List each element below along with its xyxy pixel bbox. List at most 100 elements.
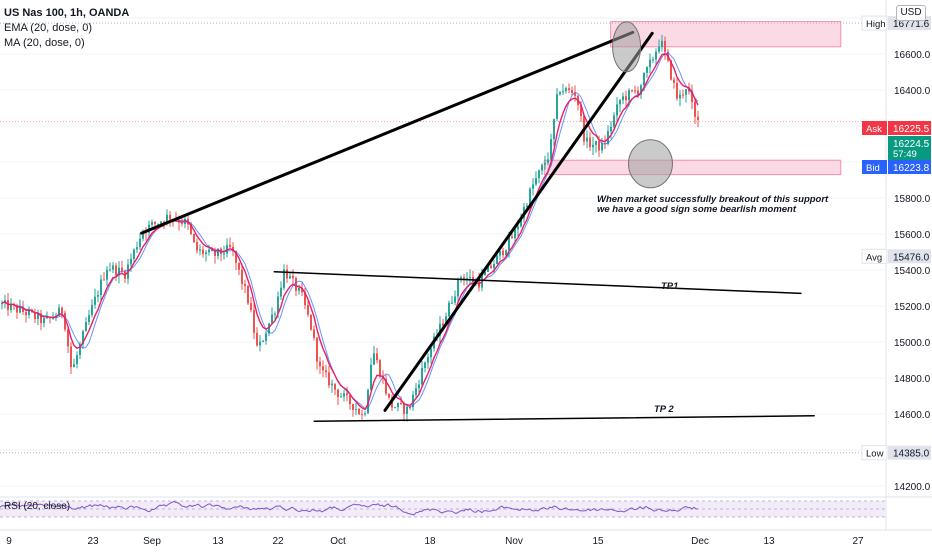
candle-body [319, 361, 321, 367]
tp2-label[interactable]: TP 2 [654, 404, 674, 415]
ask-tag-box [862, 121, 887, 135]
price-zone[interactable] [543, 159, 842, 176]
candle-body [403, 403, 405, 414]
candle-body [325, 370, 327, 373]
candle-body [589, 137, 591, 148]
candle-body [67, 329, 69, 347]
candle-body [517, 226, 519, 230]
candle-body [277, 296, 279, 314]
candle-body [274, 313, 276, 315]
candle-body [646, 67, 648, 73]
ma-line[interactable] [1, 52, 699, 410]
candle-body [619, 100, 621, 105]
candle-body [616, 104, 618, 116]
candle-body [151, 222, 153, 225]
candle-body [130, 258, 132, 265]
trendline[interactable] [140, 30, 635, 235]
candle-body [328, 372, 330, 386]
candle-body [16, 305, 18, 313]
candle-body [88, 315, 90, 323]
candle-body [400, 403, 402, 405]
candle-body [292, 275, 294, 279]
x-tick-label: 15 [592, 536, 604, 547]
bid-tag-box [862, 160, 887, 174]
candle-body [571, 89, 573, 93]
candle-body [670, 60, 672, 80]
candle-body [70, 346, 72, 368]
candle-body [511, 236, 513, 239]
y-tick-label: 15200.0 [894, 302, 931, 313]
last-price-value: 16224.5 [893, 139, 930, 150]
ema-indicator-label[interactable]: EMA (20, dose, 0) [4, 22, 93, 34]
candle-body [526, 205, 528, 207]
candle-body [658, 46, 660, 52]
candle-body [190, 224, 192, 234]
high-tag: High [866, 19, 886, 30]
candle-body [25, 311, 27, 316]
candle-body [352, 404, 354, 410]
candle-body [580, 105, 582, 117]
candle-body [64, 312, 66, 330]
candle-body [262, 340, 264, 342]
candle-body [487, 265, 489, 272]
candle-body [574, 92, 576, 96]
candle-body [406, 407, 408, 414]
candle-body [118, 267, 120, 276]
candles[interactable] [1, 34, 699, 422]
candle-body [217, 248, 219, 256]
rsi-line[interactable] [0, 500, 699, 516]
candle-body [427, 357, 429, 363]
candle-body [424, 362, 426, 369]
candle-body [532, 184, 534, 189]
candle-body [592, 144, 594, 148]
highlight-ellipse[interactable] [627, 139, 673, 189]
y-tick-label: 14600.0 [894, 410, 931, 421]
chart-legend: US Nas 100, 1h, OANDA EMA (20, dose, 0) … [4, 6, 129, 51]
candle-body [568, 88, 570, 90]
trendline[interactable] [383, 31, 654, 412]
candle-body [181, 222, 183, 224]
avg-tag: Avg [866, 252, 882, 263]
candle-body [301, 287, 303, 293]
candle-body [79, 344, 81, 356]
candle-body [673, 79, 675, 83]
avg-value: 15476.0 [893, 252, 930, 263]
candle-body [94, 296, 96, 305]
rsi-label[interactable]: RSI (20, close) [4, 501, 70, 512]
currency-button[interactable]: USD [896, 5, 926, 21]
highlight-ellipse[interactable] [612, 21, 642, 73]
target-line[interactable] [313, 415, 815, 422]
candle-body [112, 265, 114, 270]
candle-body [154, 222, 156, 224]
target-line[interactable] [273, 271, 802, 295]
candle-body [40, 313, 42, 324]
candle-body [439, 323, 441, 336]
candle-body [613, 115, 615, 127]
candle-body [349, 395, 351, 405]
candle-body [343, 393, 345, 397]
x-tick-label: 18 [424, 536, 436, 547]
symbol-title[interactable]: US Nas 100, 1h, OANDA [4, 7, 130, 19]
tp1-label[interactable]: TP1 [661, 281, 678, 292]
x-tick-label: Nov [505, 536, 523, 547]
last-price-box [888, 136, 931, 160]
candle-body [586, 137, 588, 142]
candle-body [205, 252, 207, 255]
price-zone[interactable] [610, 21, 842, 48]
annotation-note[interactable]: we have a good sign some bearlish moment [597, 204, 797, 215]
candle-body [283, 269, 285, 288]
candle-body [58, 307, 60, 316]
ema-line[interactable] [1, 53, 699, 411]
candle-body [289, 275, 291, 279]
annotation-note[interactable]: When market successfully breakout of thi… [597, 194, 829, 205]
candle-body [214, 251, 216, 256]
candle-body [316, 337, 318, 362]
candle-body [697, 116, 699, 120]
candle-body [229, 244, 231, 248]
candle-body [163, 221, 165, 223]
ma-indicator-label[interactable]: MA (20, dose, 0) [4, 37, 85, 49]
candle-body [340, 396, 342, 398]
bid-value-box [888, 160, 931, 174]
